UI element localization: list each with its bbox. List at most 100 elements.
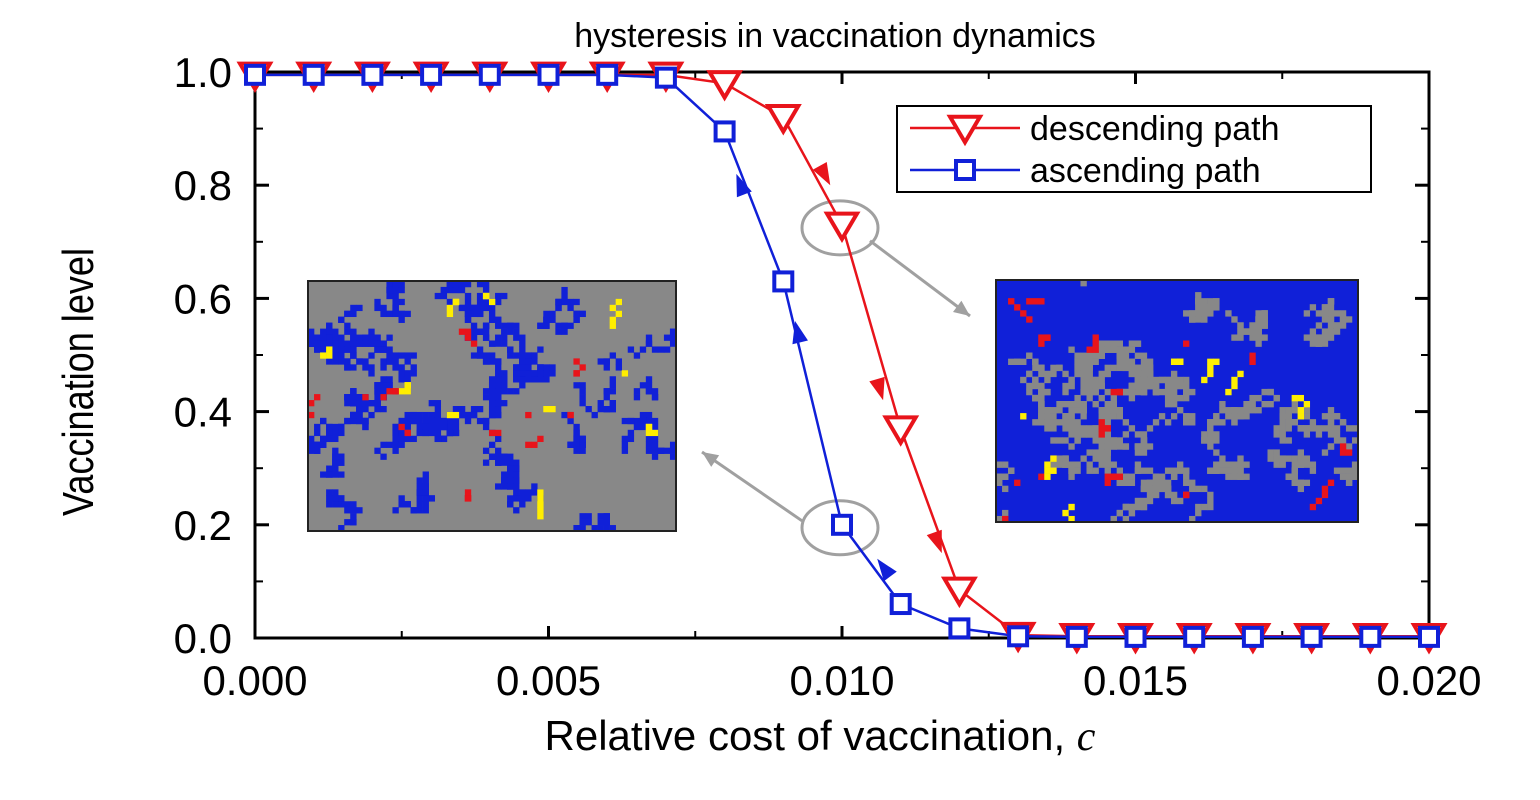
lattice-cell — [1092, 340, 1099, 347]
lattice-cell — [651, 429, 659, 437]
lattice-cell — [549, 370, 556, 377]
ascending-point — [831, 513, 853, 536]
lattice-cell — [1267, 401, 1274, 408]
lattice-cell — [326, 435, 333, 443]
lattice-cell — [1327, 310, 1335, 317]
descending-arrow — [812, 162, 831, 186]
lattice-cell — [1110, 401, 1117, 408]
highlight-circle — [800, 499, 880, 557]
lattice-cell — [398, 352, 405, 359]
lattice-cell — [501, 382, 508, 389]
lattice-cell — [1273, 449, 1280, 456]
lattice-cell — [392, 358, 399, 365]
lattice-cell — [1279, 425, 1286, 432]
lattice-cell — [1134, 382, 1142, 390]
lattice-cell — [603, 394, 610, 401]
lattice-cell — [488, 453, 496, 460]
lattice-cell — [1068, 473, 1075, 480]
lattice-cell — [1032, 382, 1039, 390]
lattice-cell — [1074, 407, 1081, 414]
lattice-cell — [1327, 479, 1335, 486]
lattice-cell — [645, 417, 653, 425]
lattice-cell — [525, 376, 532, 383]
inset-frame — [995, 279, 1359, 523]
lattice-cell — [1207, 503, 1214, 511]
lattice-cell — [482, 394, 490, 401]
lattice-cell — [1146, 382, 1154, 390]
lattice-cell — [1333, 437, 1341, 444]
lattice-cell — [1122, 503, 1130, 511]
lattice-cell — [362, 358, 369, 365]
lattice-cell — [1092, 437, 1099, 444]
lattice-cell — [1189, 316, 1196, 323]
lattice-cell — [1183, 473, 1190, 480]
lattice-cell — [1122, 352, 1130, 359]
lattice-cell — [1231, 334, 1238, 341]
lattice-cell — [1279, 455, 1286, 462]
lattice-cell — [1237, 473, 1244, 480]
lattice-cell — [350, 417, 357, 425]
lattice-cell — [1128, 388, 1136, 396]
lattice-cell — [579, 382, 586, 389]
lattice-cell — [1333, 431, 1341, 438]
lattice-cell — [1050, 467, 1057, 474]
lattice-cell — [1225, 461, 1232, 468]
lattice-cell — [404, 310, 411, 318]
lattice-cell — [308, 441, 315, 448]
lattice-cell — [651, 423, 659, 431]
lattice-cell — [476, 298, 484, 306]
lattice-cell — [573, 370, 580, 377]
lattice-cell — [416, 489, 423, 496]
lattice-cell — [1291, 407, 1298, 414]
lattice-cell — [338, 501, 345, 508]
lattice-cell — [368, 328, 375, 335]
lattice-cell — [1255, 394, 1262, 402]
lattice-cell — [464, 417, 472, 425]
markers — [236, 61, 1448, 655]
lattice-cell — [1098, 407, 1105, 414]
lattice-cell — [1104, 407, 1111, 414]
lattice-cell — [1140, 352, 1148, 359]
lattice-cell — [1086, 467, 1093, 474]
lattice-cell — [1183, 382, 1190, 390]
lattice-cell — [1134, 467, 1142, 474]
lattice-cell — [1056, 461, 1063, 468]
legend-descending-label: descending path — [1030, 110, 1280, 148]
lattice-cell — [1152, 376, 1160, 384]
lattice-cell — [482, 352, 490, 359]
y-tick-label: 0.2 — [174, 502, 232, 549]
lattice-cell — [350, 340, 357, 347]
lattice-cell — [308, 447, 315, 454]
lattice-cell — [519, 358, 526, 365]
lattice-cell — [1086, 352, 1093, 359]
lattice-cell — [591, 411, 598, 419]
lattice-cell — [1261, 401, 1268, 408]
lattice-cell — [1225, 388, 1232, 396]
lattice-cell — [495, 406, 502, 413]
lattice-cell — [1110, 443, 1117, 450]
lattice-cell — [410, 370, 417, 377]
lattice-cell — [392, 292, 399, 300]
lattice-cell — [332, 423, 339, 431]
highlight-circle — [800, 199, 880, 257]
lattice-cell — [404, 411, 411, 419]
lattice-cell — [1207, 310, 1214, 317]
lattice-cell — [1116, 346, 1123, 353]
lattice-cell — [428, 429, 435, 437]
ascending-point — [889, 593, 912, 616]
lattice-cell — [392, 364, 399, 371]
lattice-cell — [1068, 503, 1075, 511]
lattice-cell — [1110, 473, 1117, 480]
lattice-cell — [996, 473, 1003, 480]
lattice-cell — [1104, 370, 1111, 378]
lattice-cell — [1038, 340, 1045, 347]
lattice-cell — [1177, 394, 1184, 402]
lattice-cell — [380, 382, 387, 389]
lattice-cell — [488, 400, 496, 407]
lattice-cell — [320, 471, 327, 478]
lattice-cell — [1261, 316, 1268, 323]
lattice-cell — [350, 400, 357, 407]
lattice-cell — [1195, 292, 1202, 299]
lattice-cell — [495, 411, 502, 419]
lattice-cell — [1074, 467, 1081, 474]
